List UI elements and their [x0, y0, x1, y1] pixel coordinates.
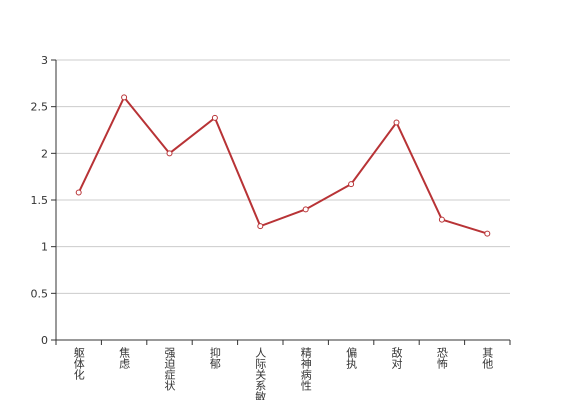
y-tick-label: 2.5 [31, 101, 49, 114]
x-tick-label: 偏执 [345, 346, 358, 370]
x-tick-label: 人际关系敏感 [254, 347, 267, 400]
point [484, 230, 491, 237]
point [121, 94, 128, 101]
point [166, 150, 173, 157]
x-tick-label: 躯体化 [72, 347, 85, 381]
point [393, 119, 400, 126]
y-tick-label: 0 [41, 334, 48, 347]
y-tick-label: 0.5 [31, 287, 49, 300]
x-tick-label: 焦虑 [118, 347, 131, 369]
x-tick-label: 其他 [481, 347, 494, 369]
x-tick-label: 精神病性 [299, 347, 312, 392]
point [211, 114, 218, 121]
x-tick-label: 抑郁 [208, 346, 221, 369]
x-tick-label: 敌对 [390, 346, 403, 369]
y-tick-label: 3 [41, 54, 48, 67]
x-tick-label: 强迫症状 [163, 347, 176, 391]
x-tick-label: 恐怖 [435, 347, 448, 369]
line [77, 95, 488, 235]
point [75, 189, 82, 196]
point [302, 206, 309, 213]
y-tick-label: 1.5 [31, 194, 49, 207]
y-tick-label: 1 [41, 241, 48, 254]
y-tick-label: 2 [41, 147, 48, 160]
point [257, 223, 264, 230]
point [438, 216, 445, 223]
point [348, 181, 355, 188]
